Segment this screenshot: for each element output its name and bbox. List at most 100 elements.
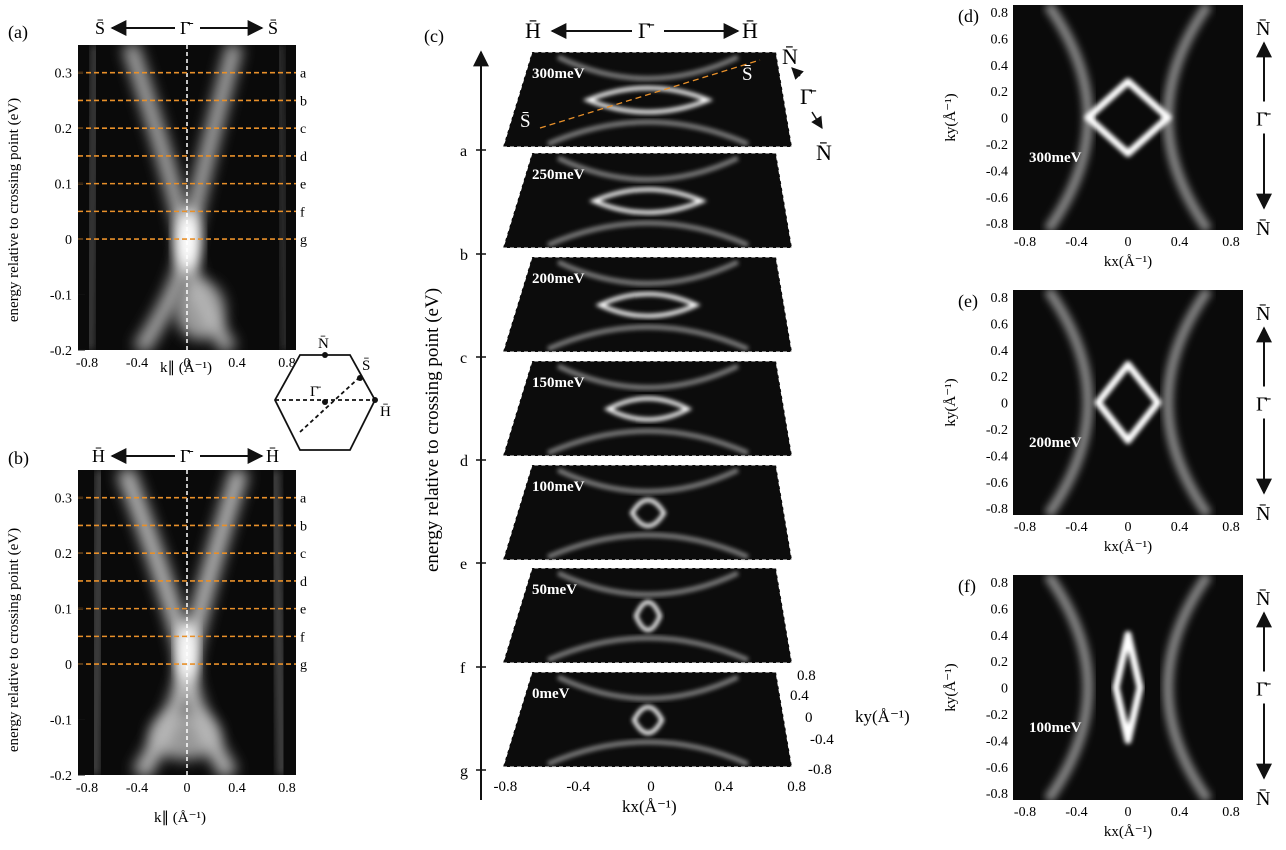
ytick-label: -0.4 — [986, 449, 1008, 464]
cut-label: g — [300, 658, 307, 673]
bz-point-h: H̄ — [380, 404, 391, 420]
panel-c-side-bottom: N̄ — [816, 140, 832, 165]
xtick-label: -0.4 — [126, 356, 148, 371]
ytick-label: -0.2 — [50, 344, 72, 359]
brillouin-zone-diagram: N̄ S̄ Γ̄ H̄ — [273, 336, 391, 451]
bz-point-gamma: Γ̄ — [310, 384, 322, 400]
panel-f-label: (f) — [958, 576, 976, 597]
panel-f: (f) 100meV 0.8 0.6 0.4 0.2 0 -0.2 -0.4 -0.6 -0.8 -0… — [943, 575, 1272, 840]
ytick-label: 0 — [65, 233, 72, 248]
cut-label: c — [300, 122, 306, 137]
ytick-label: 0.8 — [991, 291, 1009, 306]
xtick-label: 0 — [647, 779, 655, 795]
axis-letter: g — [460, 763, 468, 780]
energy-slice: 0meV — [502, 671, 793, 768]
ytick-label: -0.8 — [986, 217, 1008, 232]
ytick-label: -0.2 — [986, 708, 1008, 723]
dir-top: N̄ — [1256, 18, 1270, 40]
panel-b-bands — [90, 470, 287, 775]
energy-slice: 200meV — [502, 256, 793, 353]
panel-c-dir-right: H̄ — [742, 18, 758, 43]
xlabel: kx(Å⁻¹) — [1104, 539, 1152, 555]
xtick-label: -0.8 — [76, 356, 98, 371]
ytick-label: 0.4 — [991, 629, 1009, 644]
ytick-label: -0.2 — [986, 423, 1008, 438]
ytick-label: 0.4 — [991, 59, 1009, 74]
panel-a-yticks: 0.3 0.2 0.1 0 -0.1 -0.2 — [50, 67, 85, 359]
cut-label: e — [300, 178, 306, 193]
axis-letter: f — [460, 660, 466, 677]
panel-e-label: (e) — [958, 291, 978, 312]
ytick-label: 0.2 — [55, 122, 73, 137]
s-direction-line — [539, 59, 761, 129]
panel-c-ylabel: energy relative to crossing point (eV) — [422, 288, 443, 572]
xtick-label: 0 — [1125, 805, 1132, 820]
xtick-label: 0 — [1125, 520, 1132, 535]
cut-label: d — [300, 575, 307, 590]
ytick-label: 0 — [65, 658, 72, 673]
ytick-label: -0.6 — [986, 476, 1008, 491]
cut-label: f — [300, 205, 305, 220]
xtick-label: -0.8 — [1014, 520, 1036, 535]
xtick-label: -0.4 — [566, 779, 590, 795]
cut-label: g — [300, 233, 307, 248]
energy-label: 100meV — [1029, 720, 1082, 736]
panel-b-dir-right: H̄ — [266, 446, 279, 466]
panel-d: (d) 300meV 0.8 0.6 0.4 0.2 0 -0.2 -0.4 -0.6 -0.8 -0… — [943, 5, 1272, 270]
panel-a-dir-right: S̄ — [268, 18, 278, 38]
panel-c-diag-left: S̄ — [520, 111, 531, 132]
ytick-label: 0 — [1001, 112, 1008, 127]
ytick-label: 0 — [1001, 397, 1008, 412]
xtick-label: 0.8 — [1222, 805, 1240, 820]
energy-slice: 150meV — [502, 360, 793, 457]
xtick-label: 0 — [184, 781, 191, 796]
ytick-label: 0.6 — [991, 32, 1009, 47]
dir-bottom: N̄ — [1256, 503, 1270, 525]
panel-a-xticks: -0.8 -0.4 0 0.4 0.8 — [76, 356, 296, 371]
ytick-label: 0.2 — [991, 85, 1009, 100]
ytick-label: 0.4 — [991, 344, 1009, 359]
panel-a-ylabel: energy relative to crossing point (eV) — [6, 98, 22, 322]
xtick-label: 0.8 — [278, 781, 296, 796]
xtick-label: -0.4 — [1065, 805, 1087, 820]
ytick-label: 0.8 — [991, 576, 1009, 591]
xtick-label: -0.8 — [494, 779, 518, 795]
cut-label: c — [300, 547, 306, 562]
ytick-label: -0.1 — [50, 714, 72, 729]
ytick-label: -0.2 — [50, 769, 72, 784]
energy-slice: 300meV — [502, 51, 793, 148]
xtick-label: 0.4 — [1171, 235, 1189, 250]
axis-letter: c — [460, 350, 467, 367]
axis-letter: d — [460, 453, 468, 470]
panel-c-diag-right: S̄ — [742, 64, 753, 85]
dir-middle: Γ̄ — [1256, 109, 1272, 131]
panel-c-xticks: -0.8 -0.4 0 0.4 0.8 — [494, 779, 806, 795]
xtick-label: -0.4 — [1065, 520, 1087, 535]
panel-b-yticks: 0.3 0.2 0.1 0 -0.1 -0.2 — [50, 492, 85, 784]
panel-c-side-top: N̄ — [782, 44, 798, 69]
xtick-label: 0.4 — [1171, 805, 1189, 820]
kytick-label: -0.4 — [810, 732, 834, 748]
cut-label: f — [300, 630, 305, 645]
ytick-label: -0.1 — [50, 289, 72, 304]
panel-b-dir-left: H̄ — [92, 446, 105, 466]
cut-label: e — [300, 603, 306, 618]
xtick-label: 0.4 — [228, 356, 246, 371]
ytick-label: 0.1 — [55, 178, 73, 193]
xtick-label: 0 — [1125, 235, 1132, 250]
energy-label: 300meV — [1029, 150, 1082, 166]
ytick-label: 0.2 — [55, 547, 73, 562]
ylabel: ky(Å⁻¹) — [943, 663, 959, 711]
slice-energy-label: 150meV — [532, 375, 585, 391]
panel-a-label: (a) — [8, 22, 28, 43]
ytick-label: 0.2 — [991, 655, 1009, 670]
axis-letter: a — [460, 143, 467, 160]
panel-c-side-middle: Γ̄ — [800, 84, 817, 109]
axis-letter: b — [460, 247, 468, 264]
panel-b-xticks: -0.8 -0.4 0 0.4 0.8 — [76, 781, 296, 796]
xtick-label: -0.4 — [126, 781, 148, 796]
dir-middle: Γ̄ — [1256, 679, 1272, 701]
bz-point-s: S̄ — [362, 358, 370, 374]
